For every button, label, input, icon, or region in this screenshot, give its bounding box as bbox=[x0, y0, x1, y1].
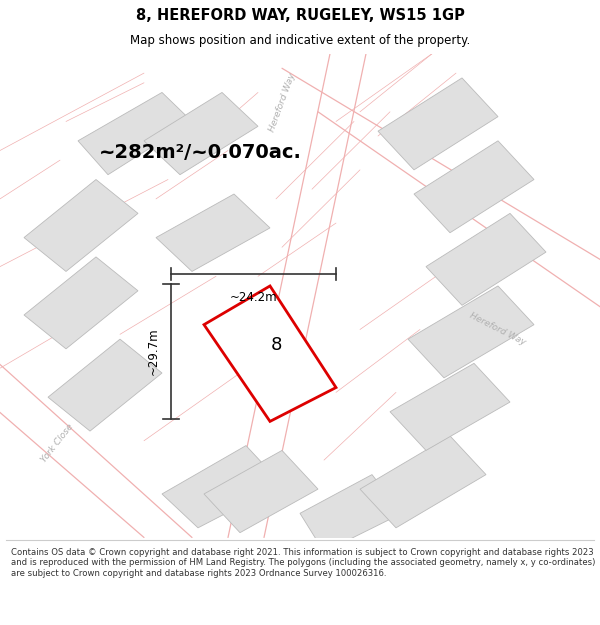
Polygon shape bbox=[48, 339, 162, 431]
Text: Hereford Way: Hereford Way bbox=[469, 311, 527, 348]
Text: 8: 8 bbox=[271, 336, 281, 354]
Text: Contains OS data © Crown copyright and database right 2021. This information is : Contains OS data © Crown copyright and d… bbox=[11, 548, 595, 578]
Polygon shape bbox=[426, 213, 546, 305]
Polygon shape bbox=[24, 257, 138, 349]
Polygon shape bbox=[78, 92, 192, 174]
Polygon shape bbox=[204, 451, 318, 532]
Text: Map shows position and indicative extent of the property.: Map shows position and indicative extent… bbox=[130, 34, 470, 48]
Text: York Close: York Close bbox=[39, 422, 75, 464]
Polygon shape bbox=[300, 474, 402, 552]
Polygon shape bbox=[204, 286, 336, 421]
Polygon shape bbox=[360, 436, 486, 528]
Polygon shape bbox=[24, 179, 138, 271]
Polygon shape bbox=[378, 78, 498, 170]
Polygon shape bbox=[162, 446, 282, 528]
Text: Hereford Way: Hereford Way bbox=[267, 72, 297, 132]
Polygon shape bbox=[156, 194, 270, 271]
Text: 8, HEREFORD WAY, RUGELEY, WS15 1GP: 8, HEREFORD WAY, RUGELEY, WS15 1GP bbox=[136, 8, 464, 22]
Text: ~282m²/~0.070ac.: ~282m²/~0.070ac. bbox=[99, 143, 302, 162]
Text: ~29.7m: ~29.7m bbox=[147, 328, 160, 375]
Text: ~24.2m: ~24.2m bbox=[230, 291, 277, 304]
Polygon shape bbox=[144, 92, 258, 174]
Polygon shape bbox=[408, 286, 534, 378]
Polygon shape bbox=[414, 141, 534, 232]
Polygon shape bbox=[390, 363, 510, 451]
